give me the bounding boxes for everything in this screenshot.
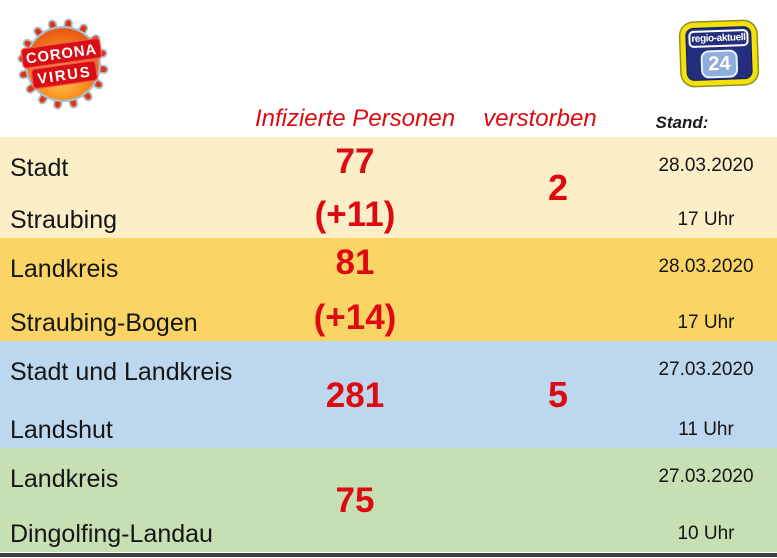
region-cell: Stadt und Landkreis Landshut (10, 341, 310, 448)
stand-cell: 27.03.2020 10 Uhr (631, 448, 777, 552)
region-name-line2: Dingolfing-Landau (10, 520, 213, 549)
region-name-line2: Landshut (10, 416, 113, 445)
stand-cell: 28.03.2020 17 Uhr (631, 238, 777, 341)
infected-delta: (+11) (314, 195, 396, 235)
stand-time: 10 Uhr (677, 523, 735, 545)
stand-date: 27.03.2020 (658, 466, 754, 487)
region-cell: Stadt Straubing (10, 137, 310, 238)
table-row: Landkreis Straubing-Bogen 81 (+14) 28.03… (0, 238, 777, 341)
region-table: Stadt Straubing 77 (+11) 2 28.03.2020 17… (0, 137, 777, 552)
region-name-line2: Straubing (10, 206, 118, 235)
header-infected: Infizierte Personen (254, 105, 456, 132)
infected-count: 81 (335, 243, 375, 282)
deceased-cell: 5 (488, 341, 628, 448)
table-row: Stadt Straubing 77 (+11) 2 28.03.2020 17… (0, 137, 777, 238)
deceased-count: 2 (547, 166, 569, 208)
stand-date: 28.03.2020 (658, 256, 754, 277)
region-cell: Landkreis Straubing-Bogen (10, 238, 310, 341)
infected-cell: 81 (+14) (225, 238, 485, 341)
deceased-cell (488, 448, 628, 552)
stand-cell: 27.03.2020 11 Uhr (631, 341, 777, 448)
header-deceased: verstorben (483, 105, 597, 132)
corona-virus-logo-icon: CORONA VIRUS (17, 18, 109, 110)
header-stand: Stand: (655, 113, 709, 132)
region-name-line1: Stadt (10, 154, 69, 182)
regio-24-badge: 24 (700, 49, 739, 79)
stand-time: 11 Uhr (678, 419, 734, 441)
bottom-divider (0, 553, 777, 557)
infected-cell: 77 (+11) (225, 137, 485, 238)
stand-time: 17 Uhr (677, 209, 735, 231)
virus-word: VIRUS (37, 64, 93, 87)
infected-count: 281 (325, 375, 385, 415)
region-name-line1: Landkreis (10, 465, 119, 493)
corona-banner: CORONA VIRUS (20, 37, 103, 90)
region-name-line2: Straubing-Bogen (10, 309, 198, 338)
region-cell: Landkreis Dingolfing-Landau (10, 448, 310, 552)
stand-date: 27.03.2020 (658, 359, 754, 380)
table-row: Stadt und Landkreis Landshut 281 5 27.03… (0, 341, 777, 448)
region-name-line1: Stadt und Landkreis (10, 358, 233, 386)
stand-cell: 28.03.2020 17 Uhr (631, 137, 777, 238)
table-row: Landkreis Dingolfing-Landau 75 27.03.202… (0, 448, 777, 552)
infected-count: 77 (335, 142, 375, 181)
infected-count: 75 (335, 481, 375, 521)
stand-time: 17 Uhr (677, 312, 735, 334)
deceased-count: 5 (547, 373, 569, 415)
infected-cell: 75 (225, 448, 485, 552)
stand-date: 28.03.2020 (658, 155, 754, 176)
region-name-line1: Landkreis (10, 255, 119, 283)
infected-delta: (+14) (313, 298, 397, 338)
deceased-cell (488, 238, 628, 341)
deceased-cell: 2 (488, 137, 628, 238)
regio-aktuell-label: regio-aktuell (688, 28, 749, 49)
regio-aktuell-24-logo: regio-aktuell 24 (679, 20, 759, 87)
column-headers: Infizierte Personen verstorben Stand: (0, 101, 777, 135)
infected-cell: 281 (225, 341, 485, 448)
